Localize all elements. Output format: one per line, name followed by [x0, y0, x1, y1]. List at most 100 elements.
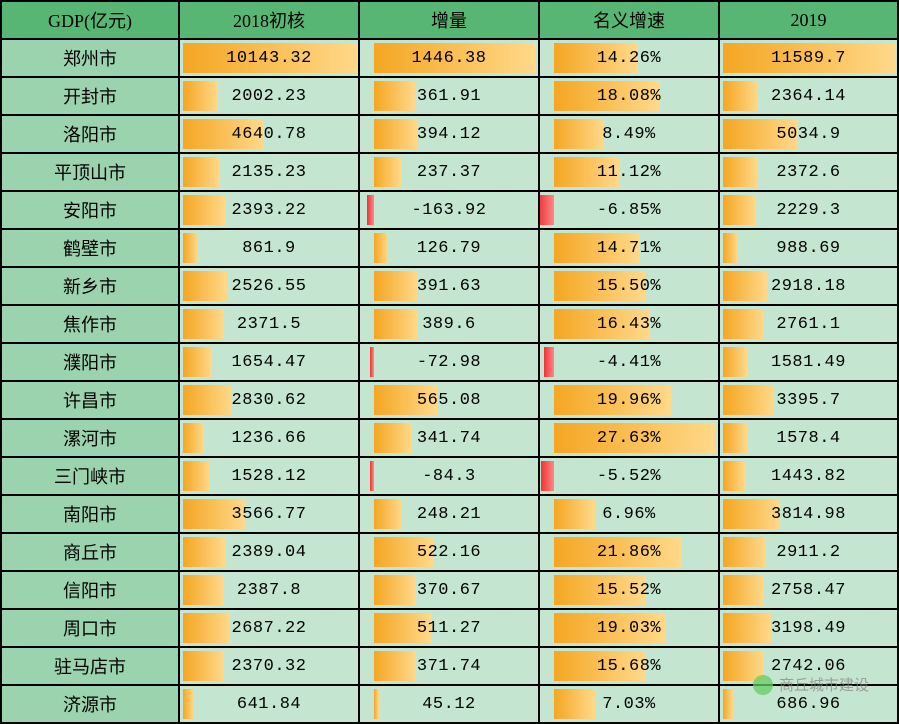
cell-value: 2389.04: [232, 543, 307, 562]
cell-value: 565.08: [417, 391, 481, 410]
cell-rate: 21.86%: [540, 534, 720, 570]
city-label: 濮阳市: [2, 344, 180, 380]
cell-v2018: 2393.22: [180, 192, 360, 228]
cell-v2019: 11589.7: [720, 40, 897, 76]
cell-rate: 11.12%: [540, 154, 720, 190]
cell-v2019: 1443.82: [720, 458, 897, 494]
cell-v2018: 641.84: [180, 686, 360, 722]
cell-inc: 370.67: [360, 572, 540, 608]
cell-rate: 18.08%: [540, 78, 720, 114]
cell-rate: 16.43%: [540, 306, 720, 342]
cell-inc: -163.92: [360, 192, 540, 228]
cell-value: 10143.32: [226, 49, 312, 68]
city-label: 商丘市: [2, 534, 180, 570]
cell-inc: 511.27: [360, 610, 540, 646]
cell-inc: -72.98: [360, 344, 540, 380]
cell-v2019: 2229.3: [720, 192, 897, 228]
cell-value: 3814.98: [771, 505, 846, 524]
cell-value: 6.96%: [602, 505, 656, 524]
cell-v2018: 2526.55: [180, 268, 360, 304]
cell-value: 394.12: [417, 125, 481, 144]
cell-value: 2687.22: [232, 619, 307, 638]
city-label: 周口市: [2, 610, 180, 646]
cell-rate: 19.96%: [540, 382, 720, 418]
col-header-3: 名义增速: [540, 2, 720, 38]
cell-value: 1443.82: [771, 467, 846, 486]
cell-value: 45.12: [422, 695, 476, 714]
city-label: 安阳市: [2, 192, 180, 228]
cell-rate: -5.52%: [540, 458, 720, 494]
cell-inc: 522.16: [360, 534, 540, 570]
cell-v2018: 2389.04: [180, 534, 360, 570]
cell-inc: 1446.38: [360, 40, 540, 76]
cell-v2018: 2387.8: [180, 572, 360, 608]
cell-v2019: 2911.2: [720, 534, 897, 570]
cell-value: 2387.8: [237, 581, 301, 600]
cell-v2018: 2371.5: [180, 306, 360, 342]
cell-value: -5.52%: [597, 467, 661, 486]
cell-value: 2918.18: [771, 277, 846, 296]
cell-value: 27.63%: [597, 429, 661, 448]
cell-value: 126.79: [417, 239, 481, 258]
cell-value: 361.91: [417, 87, 481, 106]
city-label: 三门峡市: [2, 458, 180, 494]
cell-value: 1528.12: [232, 467, 307, 486]
cell-rate: 14.71%: [540, 230, 720, 266]
cell-v2018: 10143.32: [180, 40, 360, 76]
cell-value: 5034.9: [776, 125, 840, 144]
cell-value: 16.43%: [597, 315, 661, 334]
cell-inc: 565.08: [360, 382, 540, 418]
city-label: 焦作市: [2, 306, 180, 342]
cell-value: 686.96: [776, 695, 840, 714]
col-header-2: 增量: [360, 2, 540, 38]
cell-v2019: 2761.1: [720, 306, 897, 342]
city-label: 新乡市: [2, 268, 180, 304]
cell-value: 15.52%: [597, 581, 661, 600]
cell-rate: -4.41%: [540, 344, 720, 380]
watermark-text: 商丘城市建设: [779, 674, 869, 695]
cell-value: 511.27: [417, 619, 481, 638]
cell-value: 11.12%: [597, 163, 661, 182]
cell-value: 8.49%: [602, 125, 656, 144]
cell-rate: 19.03%: [540, 610, 720, 646]
cell-value: 2761.1: [776, 315, 840, 334]
cell-rate: 6.96%: [540, 496, 720, 532]
cell-value: -4.41%: [597, 353, 661, 372]
cell-inc: 45.12: [360, 686, 540, 722]
cell-rate: 15.50%: [540, 268, 720, 304]
cell-value: 2370.32: [232, 657, 307, 676]
cell-value: 3198.49: [771, 619, 846, 638]
cell-inc: 391.63: [360, 268, 540, 304]
cell-value: 1578.4: [776, 429, 840, 448]
cell-value: 2371.5: [237, 315, 301, 334]
cell-value: 2742.06: [771, 657, 846, 676]
cell-value: 237.37: [417, 163, 481, 182]
cell-inc: 394.12: [360, 116, 540, 152]
cell-value: 2393.22: [232, 201, 307, 220]
cell-value: 861.9: [242, 239, 296, 258]
cell-rate: 15.52%: [540, 572, 720, 608]
wechat-icon: [753, 675, 773, 695]
cell-v2018: 2370.32: [180, 648, 360, 684]
city-label: 漯河市: [2, 420, 180, 456]
city-label: 南阳市: [2, 496, 180, 532]
cell-value: -163.92: [412, 201, 487, 220]
cell-rate: 8.49%: [540, 116, 720, 152]
cell-value: 371.74: [417, 657, 481, 676]
cell-value: 2135.23: [232, 163, 307, 182]
cell-value: 988.69: [776, 239, 840, 258]
cell-v2018: 1654.47: [180, 344, 360, 380]
cell-value: 641.84: [237, 695, 301, 714]
city-label: 许昌市: [2, 382, 180, 418]
cell-value: 14.71%: [597, 239, 661, 258]
cell-v2018: 2830.62: [180, 382, 360, 418]
cell-value: 2911.2: [776, 543, 840, 562]
cell-value: 19.03%: [597, 619, 661, 638]
cell-rate: 14.26%: [540, 40, 720, 76]
city-label: 平顶山市: [2, 154, 180, 190]
cell-v2019: 1581.49: [720, 344, 897, 380]
city-label: 开封市: [2, 78, 180, 114]
cell-value: 2364.14: [771, 87, 846, 106]
cell-rate: 27.63%: [540, 420, 720, 456]
cell-v2018: 2687.22: [180, 610, 360, 646]
